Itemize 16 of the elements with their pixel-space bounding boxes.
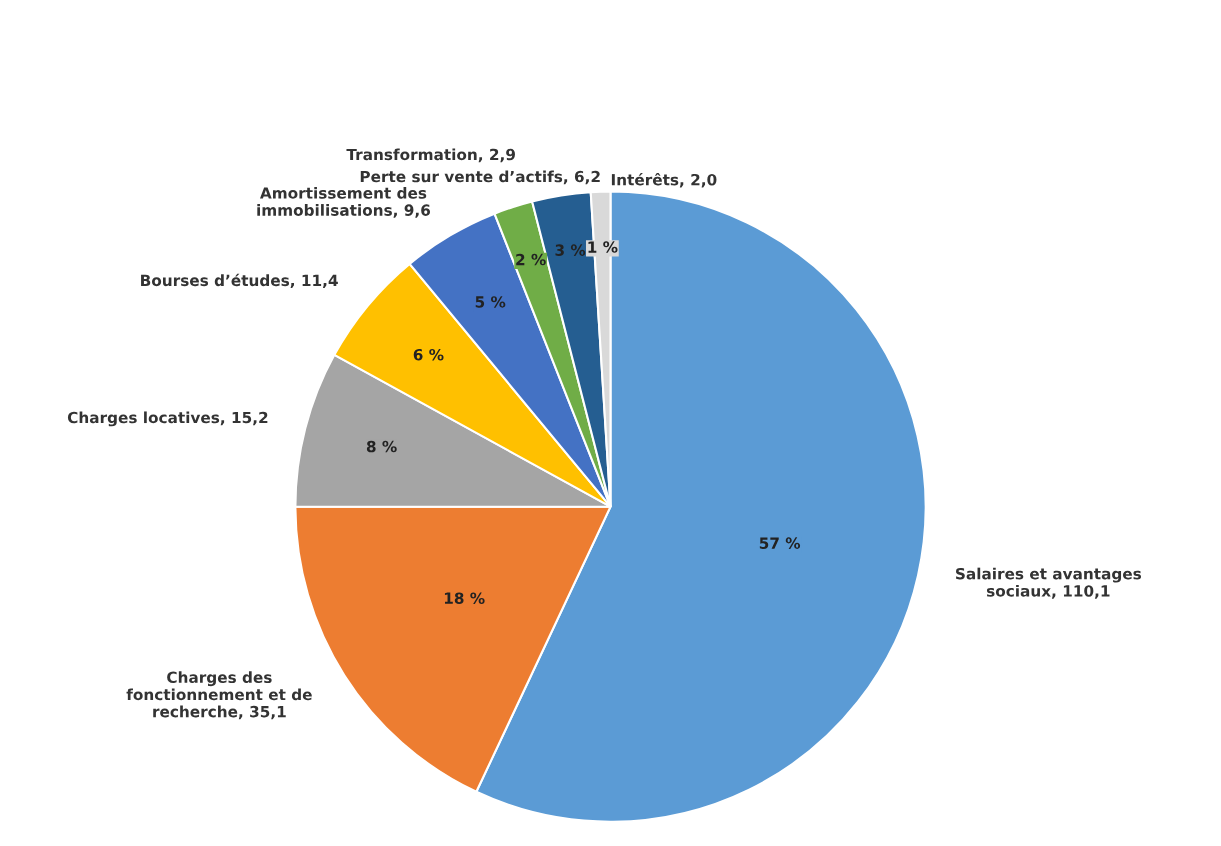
slice-label: Charges des fonctionnement et de recherche, 35,1 <box>126 671 312 720</box>
data-label: 6 % <box>413 348 444 361</box>
data-label: 1 % <box>588 241 618 253</box>
data-label: 57 % <box>759 537 801 549</box>
slice-label: Intérêts, 2,0 <box>611 173 717 188</box>
slice-label: Charges locatives, 15,2 <box>67 411 268 427</box>
data-label: 8 % <box>366 440 397 453</box>
data-label: 5 % <box>475 296 506 308</box>
data-label: 3 % <box>555 244 586 256</box>
data-label: 18 % <box>444 592 485 604</box>
slice-label: Transformation, 2,9 <box>346 148 515 163</box>
data-label: 2 % <box>516 253 546 266</box>
slice-label: Bourses d’études, 11,4 <box>141 273 338 289</box>
slice-label: Salaires et avantages sociaux, 110,1 <box>956 567 1142 599</box>
slice-label: Amortissement des immobilisations, 9,6 <box>257 186 431 218</box>
slice-label: Perte sur vente d’actifs, 6,2 <box>360 170 600 185</box>
